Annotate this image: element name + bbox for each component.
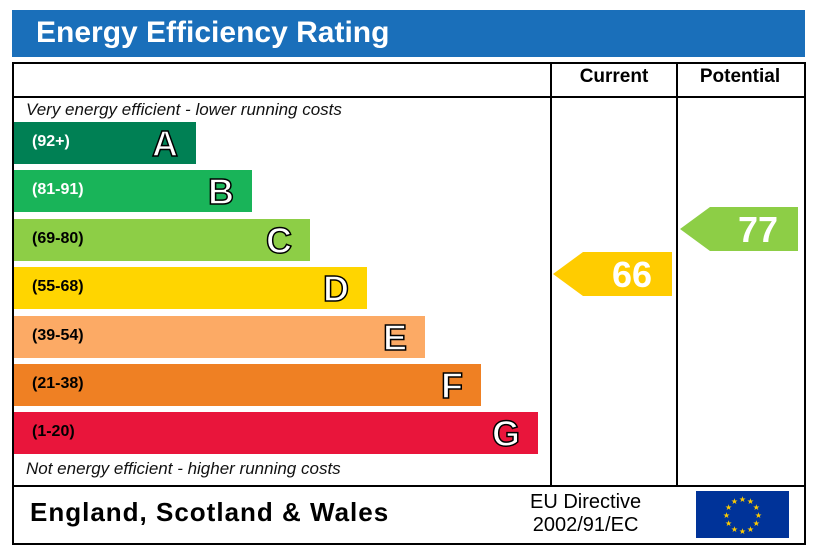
band-e: (39-54) E: [14, 316, 425, 359]
column-divider: [676, 62, 678, 487]
star-icon: ★: [739, 495, 746, 504]
star-icon: ★: [753, 519, 760, 528]
band-a: (92+) A: [14, 122, 196, 165]
band-letter: C: [265, 219, 293, 262]
star-icon: ★: [739, 527, 746, 536]
band-letter: D: [322, 267, 350, 310]
band-f: (21-38) F: [14, 364, 481, 407]
star-icon: ★: [725, 503, 732, 512]
band-c: (69-80) C: [14, 219, 310, 262]
footer-region: England, Scotland & Wales: [30, 497, 390, 527]
current-rating-value: 66: [611, 254, 652, 295]
star-icon: ★: [731, 497, 738, 506]
band-g: (1-20) G: [14, 412, 538, 455]
star-icon: ★: [731, 525, 738, 534]
band-range: (39-54): [32, 327, 84, 344]
footer-divider: [12, 485, 804, 487]
chart-title: Energy Efficiency Rating: [36, 16, 390, 49]
band-range: (55-68): [32, 278, 84, 295]
bottom-note: Not energy efficient - higher running co…: [26, 459, 341, 478]
band-letter: F: [440, 364, 464, 407]
potential-rating-value: 77: [737, 209, 778, 250]
eu-flag-icon: ★ ★ ★ ★ ★ ★ ★ ★ ★ ★ ★ ★: [696, 491, 789, 538]
band-letter: B: [207, 170, 235, 213]
band-range: (21-38): [32, 375, 84, 392]
band-range: (1-20): [32, 423, 75, 440]
current-column-header: Current: [579, 66, 649, 87]
band-range: (69-80): [32, 230, 84, 247]
top-note: Very energy efficient - lower running co…: [26, 100, 342, 119]
title-bar: Energy Efficiency Rating: [12, 10, 805, 57]
band-range: (92+): [32, 133, 70, 150]
potential-column-header: Potential: [699, 66, 781, 87]
star-icon: ★: [753, 503, 760, 512]
star-icon: ★: [725, 519, 732, 528]
eu-directive-line1: EU Directive: [530, 491, 642, 513]
band-letter: E: [382, 316, 408, 359]
header-divider: [12, 96, 804, 98]
band-letter: G: [491, 412, 521, 455]
eu-directive: EU Directive 2002/91/EC: [530, 491, 641, 537]
star-icon: ★: [747, 497, 754, 506]
band-range: (81-91): [32, 181, 84, 198]
star-icon: ★: [723, 511, 730, 520]
eu-directive-line2: 2002/91/EC: [532, 514, 639, 536]
chart-frame: [12, 62, 806, 545]
star-icon: ★: [747, 525, 754, 534]
band-b: (81-91) B: [14, 170, 252, 213]
band-letter: A: [151, 122, 179, 165]
column-divider: [550, 62, 552, 487]
band-d: (55-68) D: [14, 267, 367, 310]
star-icon: ★: [755, 511, 762, 520]
